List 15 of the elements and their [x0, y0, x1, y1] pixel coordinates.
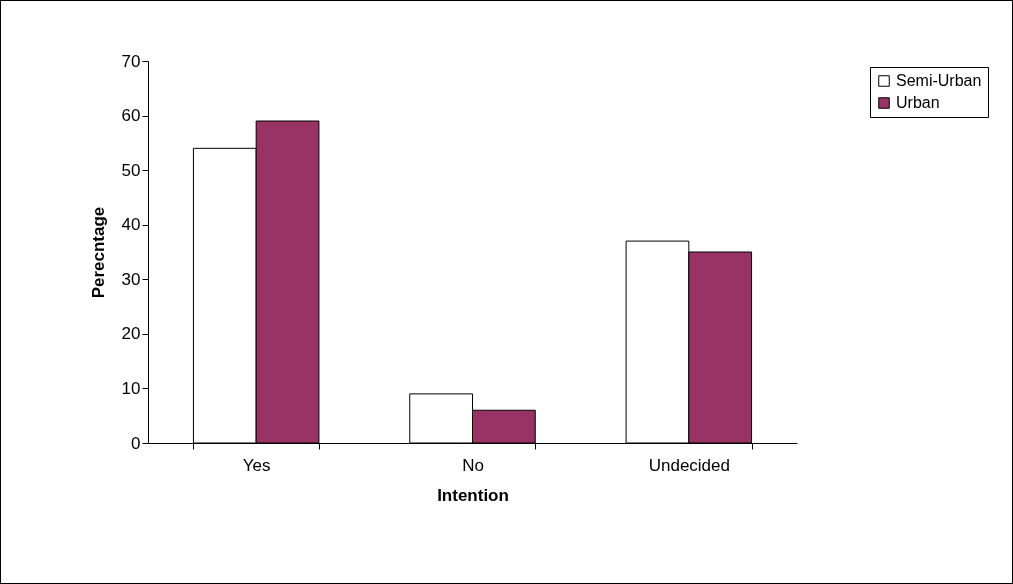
y-tick-label: 30	[121, 269, 141, 289]
y-tick-label: 10	[121, 378, 141, 398]
legend-label: Semi-Urban	[896, 72, 982, 89]
legend-label: Urban	[896, 94, 940, 111]
y-tick-label: 70	[121, 51, 141, 71]
y-tick-label: 60	[121, 106, 141, 126]
y-tick-label: 20	[121, 324, 141, 344]
x-tick-label: No	[462, 455, 484, 475]
y-tick-label: 0	[131, 433, 141, 453]
y-axis-title: Perecntage	[88, 206, 108, 299]
y-tick-label: 50	[121, 160, 141, 180]
y-tick-label: 40	[121, 215, 141, 235]
x-tick-label: Undecided	[648, 455, 730, 475]
x-axis-title: Intention	[437, 485, 509, 505]
x-tick-label: Yes	[242, 455, 271, 475]
